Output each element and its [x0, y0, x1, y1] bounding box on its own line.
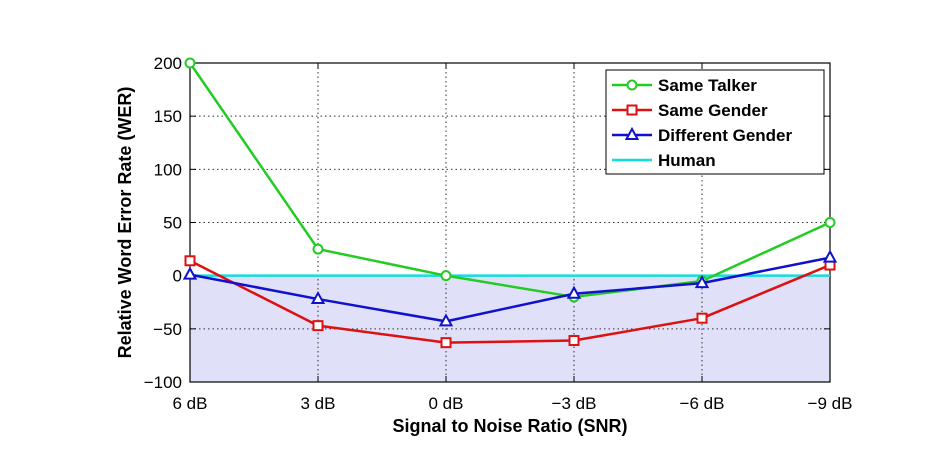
data-point-same-gender [696, 312, 708, 324]
y-tick-label: 200 [154, 54, 182, 73]
y-tick-label: 150 [154, 107, 182, 126]
legend-label-same-talker: Same Talker [658, 76, 757, 95]
data-point-same-gender [184, 255, 196, 267]
legend-marker-different-gender [624, 126, 640, 140]
x-tick-label: 6 dB [173, 394, 208, 413]
x-tick-label: 3 dB [301, 394, 336, 413]
legend-label-different-gender: Different Gender [658, 126, 793, 145]
data-point-different-gender [438, 313, 454, 327]
data-point-same-gender [568, 335, 580, 347]
series-line-different-gender [189, 256, 831, 323]
y-axis-title: Relative Word Error Rate (WER) [115, 87, 135, 359]
data-point-same-talker [184, 57, 196, 69]
data-point-same-talker [312, 243, 324, 255]
data-point-different-gender [310, 290, 326, 305]
y-tick-label: 0 [173, 267, 182, 286]
legend-label-human: Human [658, 151, 716, 170]
legend-marker-same-talker [626, 79, 638, 91]
data-point-same-gender [312, 320, 324, 332]
legend-label-same-gender: Same Gender [658, 101, 768, 120]
data-point-different-gender [182, 266, 198, 280]
legend-marker-same-gender [626, 104, 638, 116]
y-tick-label: 50 [163, 214, 182, 233]
y-tick-label: 100 [154, 160, 182, 179]
y-tick-label: −100 [144, 373, 182, 392]
x-tick-label: −9 dB [808, 394, 853, 413]
data-point-same-gender [440, 337, 452, 349]
data-point-different-gender [566, 285, 582, 299]
data-point-same-talker [824, 217, 836, 228]
series-line-same-gender [189, 259, 831, 344]
x-tick-label: −3 dB [552, 394, 597, 413]
x-tick-label: 0 dB [429, 394, 464, 413]
y-tick-label: −50 [153, 320, 182, 339]
x-tick-label: −6 dB [680, 394, 725, 413]
series-line-same-talker [188, 62, 831, 299]
x-axis-title: Signal to Noise Ratio (SNR) [392, 416, 627, 436]
data-point-different-gender [822, 249, 838, 263]
data-point-different-gender [694, 275, 710, 289]
data-point-same-talker [440, 270, 452, 282]
legend-box [605, 69, 825, 175]
